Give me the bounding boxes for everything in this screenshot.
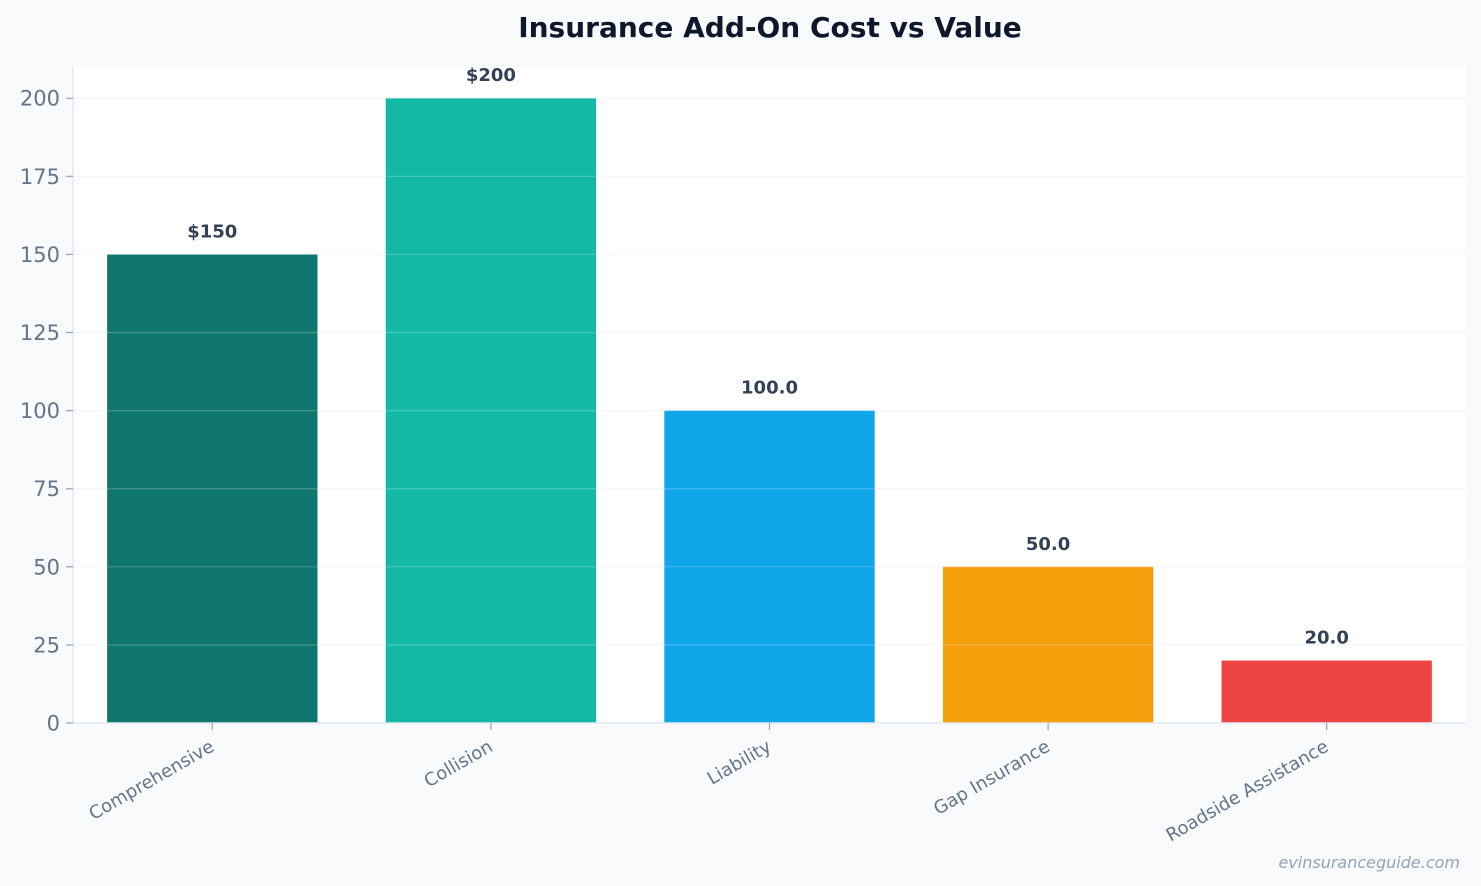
bar [1221, 660, 1432, 723]
bars [107, 98, 1432, 723]
y-tick-label: 200 [20, 87, 60, 111]
y-tick-label: 0 [47, 712, 60, 736]
bar-overlay-grid [73, 97, 1466, 646]
data-label: 20.0 [1304, 628, 1348, 649]
data-label: 100.0 [741, 378, 798, 399]
y-tick-label: 125 [20, 321, 60, 345]
y-tick-label: 150 [20, 243, 60, 267]
y-tick-label: 50 [33, 555, 60, 579]
data-label: $200 [466, 65, 516, 86]
x-axis-ticks: Comprehensive Collision Liability Gap Insur… [86, 723, 1333, 846]
watermark: evinsuranceguide.com [1278, 853, 1460, 872]
x-tick-label: Roadside Assistance [1163, 736, 1333, 846]
bar [942, 566, 1154, 723]
x-tick-label: Collision [421, 736, 497, 792]
chart-title: Insurance Add-On Cost vs Value [518, 11, 1022, 44]
x-tick-label: Liability [704, 736, 776, 789]
y-axis-ticks: 0 25 50 75 100 125 150 175 200 [20, 87, 73, 736]
x-tick-label: Comprehensive [86, 736, 218, 824]
data-label: 50.0 [1026, 534, 1070, 555]
data-label: $150 [187, 221, 237, 242]
y-tick-label: 25 [33, 633, 60, 657]
x-tick-label: Gap Insurance [930, 736, 1053, 819]
data-labels: $150 $200 100.0 50.0 20.0 [187, 65, 1349, 648]
y-tick-label: 175 [20, 165, 60, 189]
y-tick-label: 75 [33, 477, 60, 501]
bar [385, 98, 597, 723]
y-tick-label: 100 [20, 399, 60, 423]
bar [107, 254, 318, 723]
bar [664, 410, 875, 723]
